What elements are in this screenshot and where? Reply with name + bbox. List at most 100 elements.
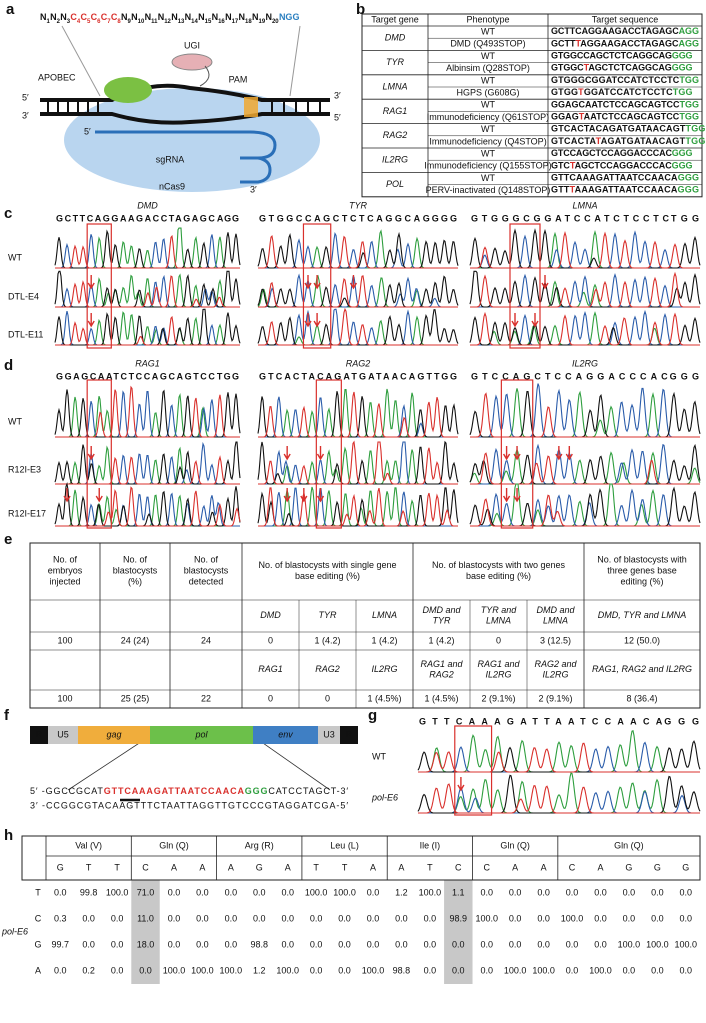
highlight	[131, 880, 160, 984]
percentage: 0.0	[281, 939, 294, 949]
text-line: detected	[189, 577, 224, 587]
text-line: injected	[49, 577, 80, 587]
sequence-part: GTGGGCGGATCCATCTCCTC	[551, 75, 680, 85]
arrow	[316, 488, 325, 503]
percentage: 0.0	[196, 939, 209, 949]
schematic	[40, 25, 330, 192]
target-sequence: GTGGTGGATCCATCTCCTCTGG	[551, 87, 693, 97]
trace	[54, 441, 241, 485]
target-sequence: GCTTTAGGAAGACCTAGAGCAGG	[551, 39, 699, 49]
gene-name: LMNA	[382, 81, 407, 91]
percentage: 0.0	[452, 965, 465, 975]
base: G	[682, 862, 689, 872]
percentage: 0.0	[82, 913, 95, 923]
trace	[258, 441, 458, 485]
percentage: 0.0	[623, 913, 636, 923]
trace	[257, 275, 459, 308]
text-line: RAG2 and	[534, 659, 577, 669]
phenotype: WT	[481, 75, 495, 85]
sample-label: WT	[8, 252, 22, 262]
gene-combo: LMNA	[372, 610, 397, 620]
edit-window	[509, 223, 541, 349]
label-ugi: UGI	[184, 40, 200, 50]
percentage: 0.0	[594, 887, 607, 897]
segment-label: U3	[323, 729, 335, 739]
segment-label: U5	[57, 729, 69, 739]
arrow	[502, 488, 511, 503]
sequence-part: AGATGATAACAGT	[601, 136, 686, 146]
codon-name: Leu (L)	[330, 840, 359, 850]
gene-combo: RAG1	[258, 664, 283, 674]
arrow	[87, 446, 95, 461]
percentage: 100.0	[305, 887, 328, 897]
column-header: Target sequence	[592, 14, 659, 24]
target-sequence: GTCACTATAGATGATAACAGTTGG	[551, 136, 705, 146]
percentage: 100.0	[618, 939, 641, 949]
target-sequence: GTCTAGCTCCAGGACCCACGGG	[551, 161, 693, 171]
position: 14	[191, 19, 198, 25]
trace	[55, 275, 240, 308]
trace	[257, 309, 459, 346]
gene-combo: RAG2 and IL2RG	[534, 659, 577, 680]
arrow	[457, 777, 465, 792]
percentage: 100.0	[646, 939, 669, 949]
percentage: 100.0	[675, 939, 698, 949]
strand-end: 3′	[334, 90, 341, 100]
percentage: 0.0	[82, 939, 95, 949]
percentage: 0.0	[367, 887, 380, 897]
sequence-header: TGG	[671, 213, 699, 223]
percentage: 0.0	[680, 913, 693, 923]
percentage: 0.0	[424, 939, 437, 949]
percentage: 0.0	[310, 913, 323, 923]
sequence-part: GTGGCCAGCTCTCAGGCAG	[551, 51, 672, 61]
zoom-line	[289, 25, 301, 97]
sequence-part: AGG	[678, 39, 699, 49]
sequence-part: GGAGCAATCTCCAGCAGTCC	[551, 100, 680, 110]
sequence-part: GGATCCATCTCCTC	[584, 87, 673, 97]
text-line: base editing (%)	[466, 571, 531, 581]
text-line: RAG1 and	[477, 659, 520, 669]
percentage: 0.0	[196, 887, 209, 897]
percentage: 0.0	[480, 965, 493, 975]
arrow	[531, 313, 539, 328]
percentage: 0.0	[168, 913, 181, 923]
panel-label: a	[6, 1, 15, 18]
percentage: 0.0	[253, 887, 266, 897]
base-pairs	[47, 100, 321, 114]
base: N	[145, 12, 152, 22]
count: 12 (50.0)	[624, 635, 660, 645]
arrow	[304, 313, 312, 328]
percentage: 0.0	[680, 887, 693, 897]
sequence-part: GTGGC	[551, 63, 584, 73]
text-line: LMNA	[372, 610, 397, 620]
gene-name: POL	[386, 179, 404, 189]
position: 6	[97, 19, 101, 25]
percentage: 0.0	[537, 887, 550, 897]
gene-title: TYR	[349, 200, 368, 210]
sequence-header: AGG	[217, 213, 239, 223]
target-sequence: GTTTAAAGATTAATCCAACAGGG	[551, 185, 699, 195]
arrow	[95, 488, 103, 503]
percentage: 1.2	[253, 965, 266, 975]
arrow	[513, 488, 521, 503]
table-frame	[29, 542, 701, 709]
percentage: 99.7	[51, 939, 69, 949]
percentage: 100.0	[333, 887, 356, 897]
percentage: 0.0	[594, 913, 607, 923]
percentage: 0.0	[111, 939, 124, 949]
codon-name: Val (V)	[75, 840, 102, 850]
text-line: LMNA	[486, 616, 511, 626]
text-line: RAG2	[315, 664, 340, 674]
percentage: 0.0	[225, 913, 238, 923]
percentage: 0.0	[111, 965, 124, 975]
percentage: 0.0	[367, 939, 380, 949]
arrow	[313, 275, 321, 290]
pam-shape	[244, 97, 258, 117]
count: 1 (4.2)	[371, 635, 397, 645]
text-line: TYR	[319, 610, 338, 620]
text-line: No. of blastocysts with single gene	[258, 560, 396, 570]
row-label: C	[35, 913, 42, 923]
trace	[55, 486, 241, 527]
sample-label: R12I-E3	[8, 464, 41, 474]
